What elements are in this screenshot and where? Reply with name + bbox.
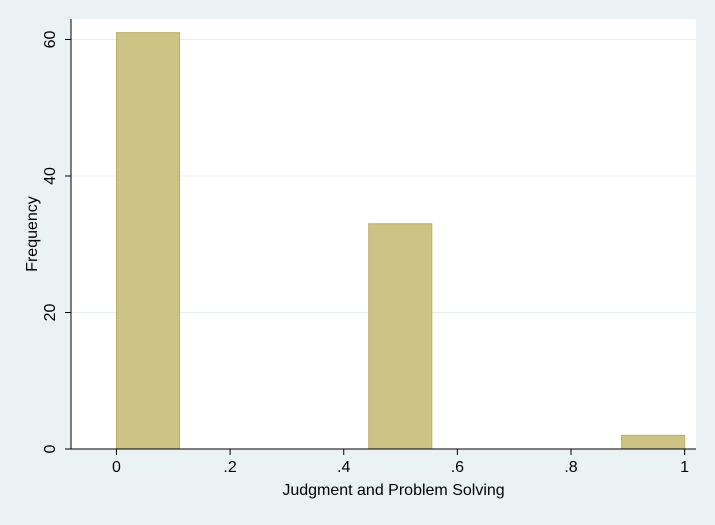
- bars: [115, 32, 686, 450]
- histogram-bar: [368, 223, 433, 450]
- y-tick-label: 60: [42, 30, 59, 48]
- x-tick-label: .4: [337, 459, 350, 476]
- y-axis-title: Frequency: [24, 196, 41, 272]
- histogram-bar: [621, 434, 686, 450]
- tick-labels: 0 .2 .4 .6 .8 1 0 20 40 60: [42, 30, 689, 476]
- x-tick-label: 1: [680, 459, 689, 476]
- x-tick-label: 0: [112, 459, 121, 476]
- x-axis-title: Judgment and Problem Solving: [282, 482, 504, 499]
- x-tick-label: .8: [564, 459, 577, 476]
- y-tick-label: 40: [42, 167, 59, 185]
- y-tick-label: 20: [42, 303, 59, 321]
- x-tick-label: .2: [223, 459, 236, 476]
- histogram-bar: [115, 32, 181, 450]
- y-tick-label: 0: [42, 444, 59, 453]
- axes: [65, 19, 696, 455]
- x-tick-label: .6: [451, 459, 464, 476]
